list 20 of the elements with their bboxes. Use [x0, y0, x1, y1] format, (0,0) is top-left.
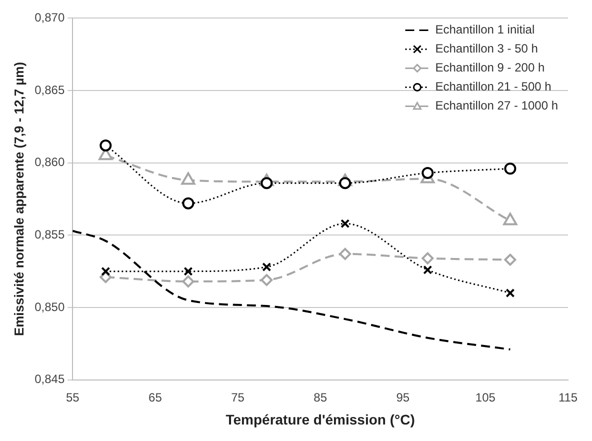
y-tick-label: 0,855: [34, 227, 65, 242]
y-axis-title: Emissivité normale apparente (7,9 - 12,7 µm): [11, 62, 26, 336]
x-tick-label: 75: [231, 390, 245, 404]
x-tick-label: 65: [148, 390, 162, 404]
x-tick-label: 55: [66, 390, 80, 404]
legend-label: Echantillon 3 - 50 h: [435, 42, 538, 56]
legend-label: Echantillon 21 - 500 h: [435, 80, 552, 94]
legend-label: Echantillon 27 - 1000 h: [435, 98, 558, 113]
y-tick-label: 0,860: [34, 155, 65, 170]
y-tick-label: 0,865: [34, 82, 65, 97]
x-tick-label: 105: [475, 390, 496, 404]
y-tick-label: 0,870: [34, 10, 65, 25]
y-tick-label: 0,850: [34, 300, 65, 314]
legend-label: Echantillon 9 - 200 h: [435, 60, 545, 75]
legend-label: Echantillon 1 initial: [435, 22, 535, 37]
x-axis-title: Température d'émission (°C): [226, 411, 415, 428]
x-tick-label: 95: [396, 390, 410, 404]
y-tick-label: 0,845: [34, 372, 65, 386]
x-tick-label: 115: [558, 390, 578, 404]
x-tick-label: 85: [314, 390, 328, 404]
